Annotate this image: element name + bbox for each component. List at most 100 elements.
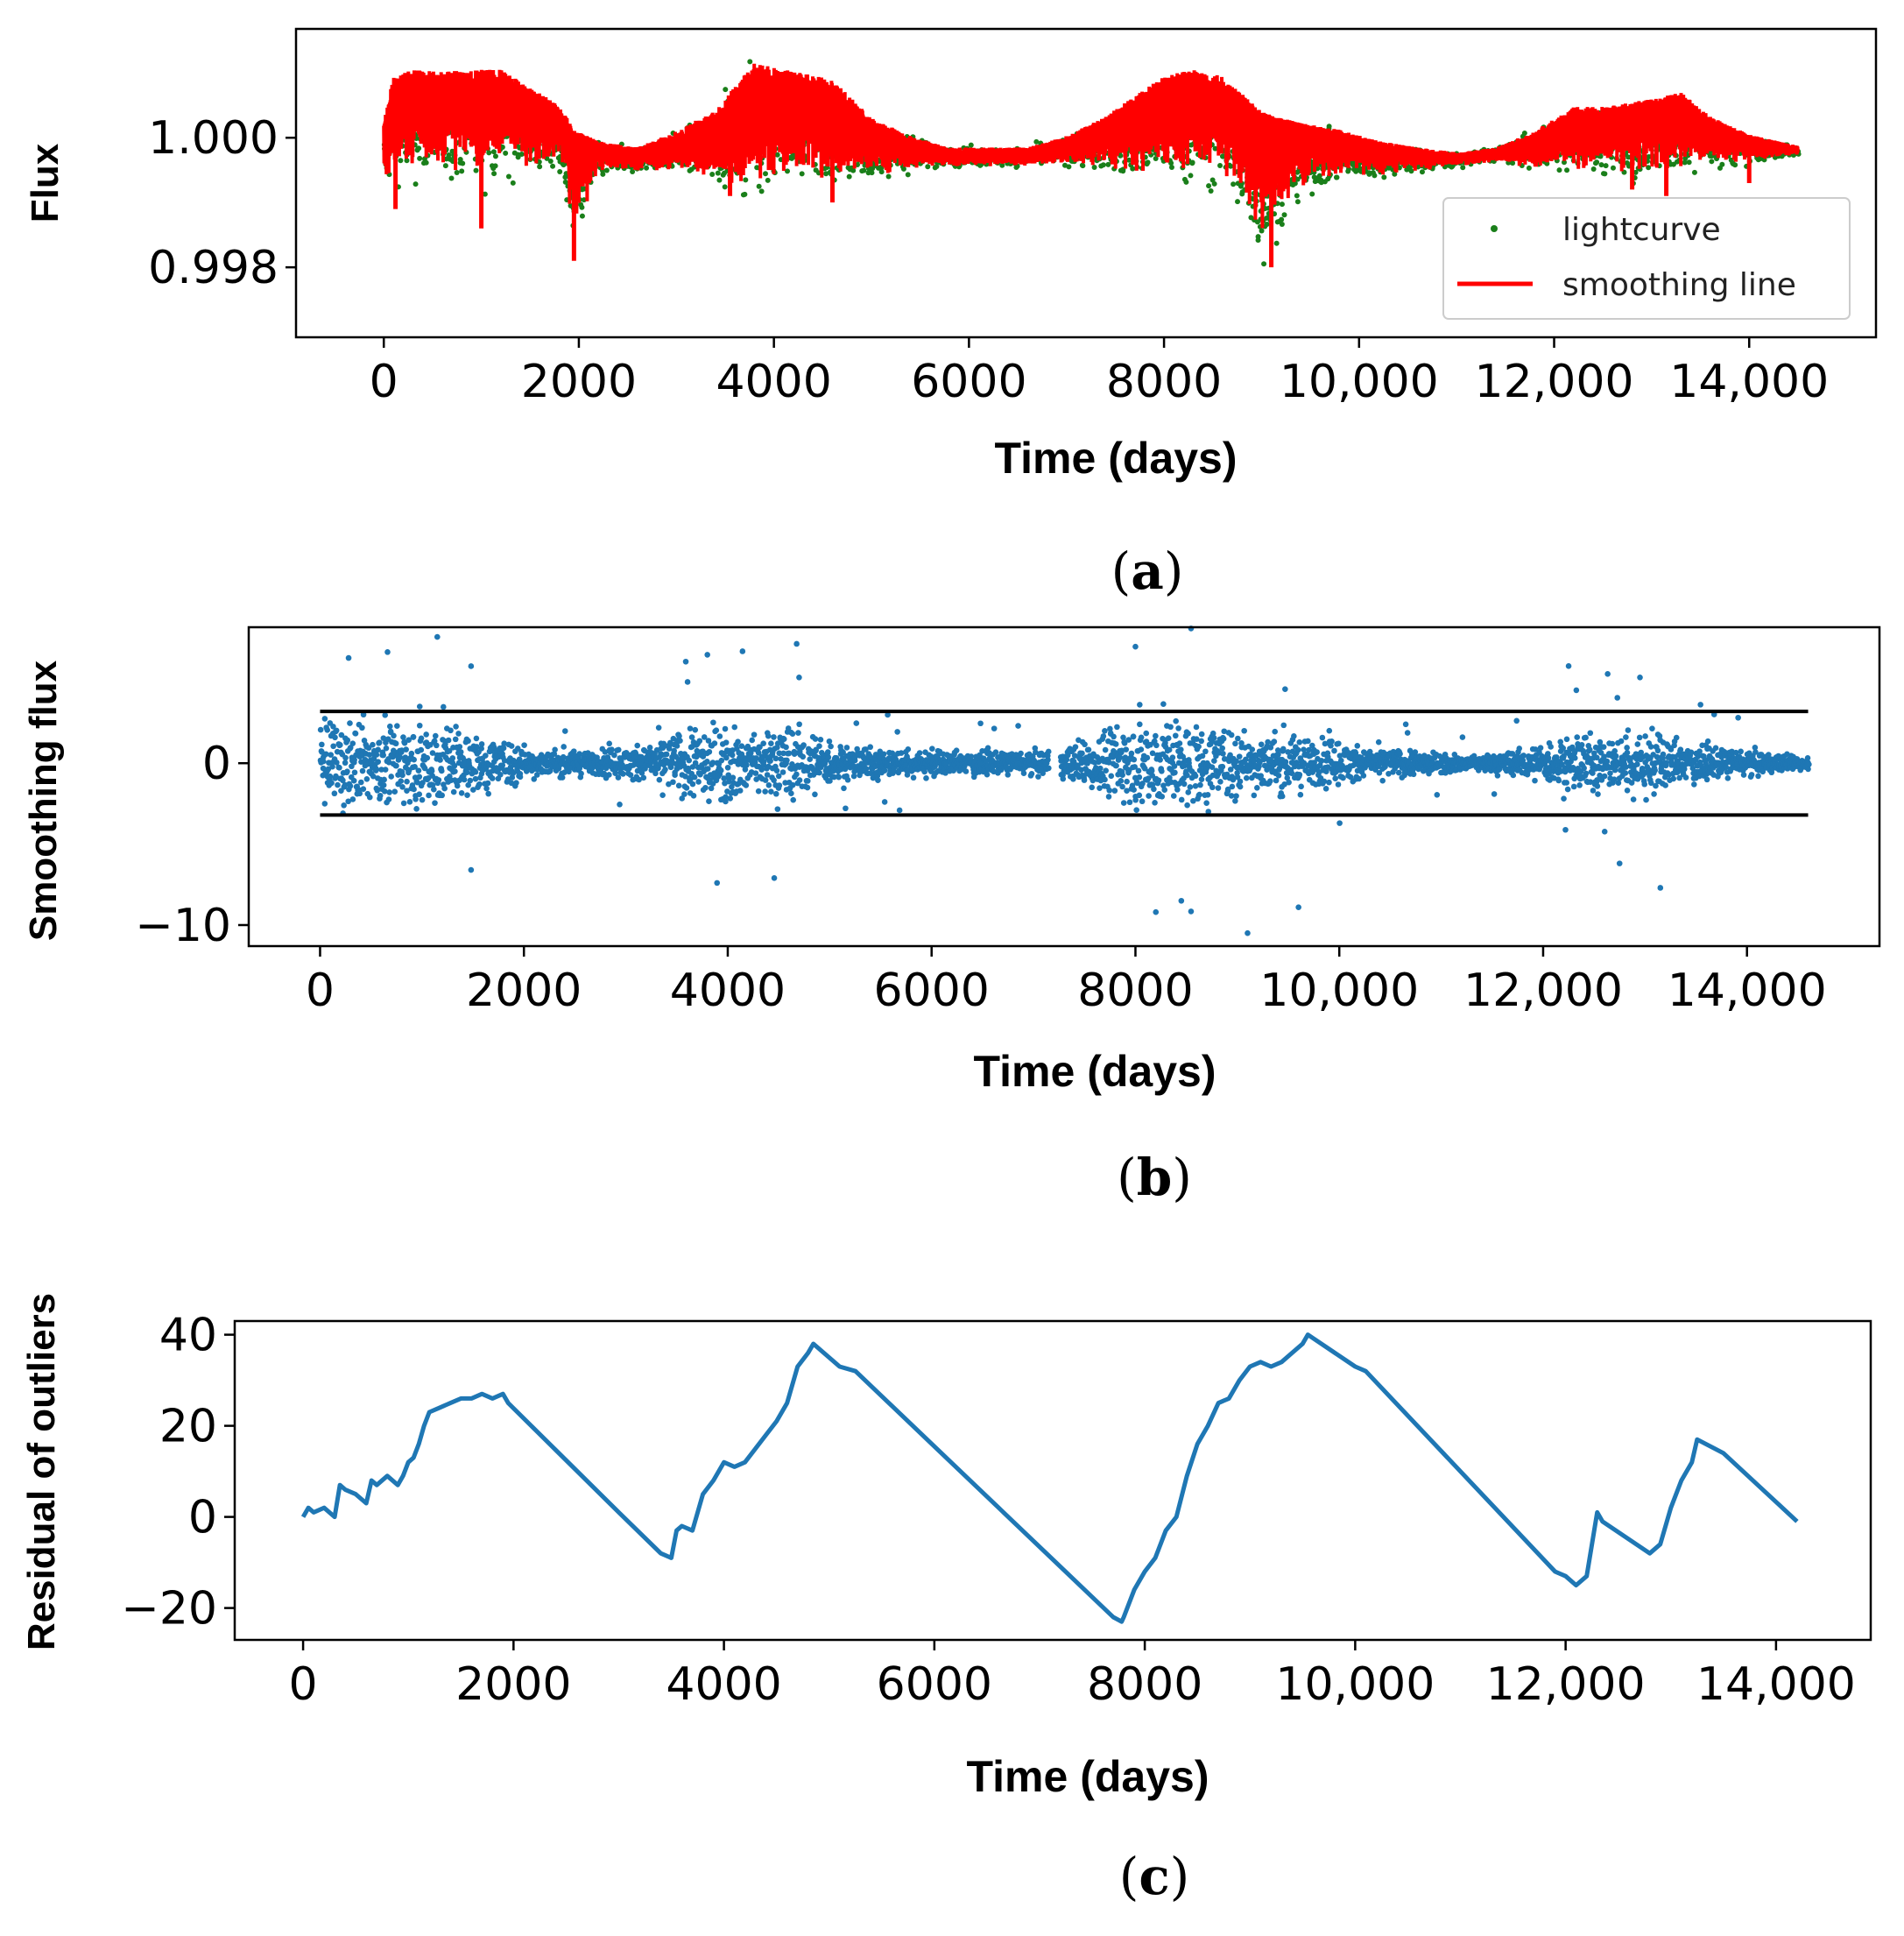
smoothing-flux-point	[796, 777, 803, 783]
smoothing-flux-point	[448, 727, 454, 734]
lightcurve-point	[1261, 261, 1267, 267]
x-tick-label: 0	[370, 356, 398, 408]
lightcurve-point	[550, 163, 556, 169]
lightcurve-point	[603, 167, 610, 173]
smoothing-flux-point	[722, 725, 729, 732]
smoothing-flux-point	[796, 721, 802, 728]
smoothing-flux-point	[816, 769, 822, 776]
smoothing-flux-point	[816, 743, 822, 750]
smoothing-flux-point	[400, 734, 406, 740]
lightcurve-point	[446, 152, 452, 158]
smoothing-flux-point	[706, 748, 713, 755]
smoothing-flux-point	[910, 774, 917, 781]
smoothing-flux-point	[773, 767, 780, 774]
smoothing-flux-point	[386, 723, 393, 730]
smoothing-flux-point	[381, 776, 387, 783]
smoothing-flux-point	[344, 768, 350, 775]
smoothing-flux-point	[825, 754, 832, 760]
lightcurve-point	[499, 145, 505, 151]
smoothing-flux-point	[356, 790, 363, 797]
smoothing-flux-point	[640, 774, 647, 781]
smoothing-flux-point	[410, 734, 417, 740]
smoothing-flux-point	[426, 792, 432, 799]
lightcurve-point	[1709, 159, 1715, 165]
smoothing-flux-point	[331, 790, 338, 797]
lightcurve-point	[1231, 181, 1237, 187]
smoothing-flux-point	[991, 725, 998, 731]
lightcurve-point	[644, 165, 650, 171]
smoothing-flux-point	[372, 767, 379, 774]
lightcurve-point	[1279, 201, 1285, 208]
x-tick-label: 2000	[521, 356, 637, 408]
lightcurve-point	[1188, 173, 1194, 179]
smoothing-flux-point	[606, 740, 613, 747]
smoothing-flux-point	[375, 759, 381, 765]
smoothing-flux-point	[373, 752, 380, 758]
smoothing-flux-point	[824, 749, 831, 755]
smoothing-flux-point	[780, 736, 787, 742]
lightcurve-point	[1080, 163, 1086, 169]
lightcurve-point	[518, 151, 525, 157]
panel-a-caption-letter: a	[1131, 541, 1164, 601]
lightcurve-point	[785, 168, 791, 174]
smoothing-flux-point	[561, 744, 567, 750]
smoothing-flux-point	[317, 726, 324, 733]
smoothing-flux-point	[424, 754, 431, 761]
x-tick-label: 10,000	[1280, 356, 1439, 408]
panel-a-caption: (a)	[1111, 541, 1184, 601]
smoothing-flux-point	[817, 737, 824, 743]
smoothing-flux-point	[807, 756, 814, 763]
lightcurve-point	[722, 184, 728, 190]
lightcurve-point	[1211, 180, 1217, 187]
lightcurve-point	[968, 142, 974, 148]
lightcurve-point	[1206, 183, 1212, 189]
smoothing-flux-point	[744, 761, 750, 768]
smoothing-flux-point	[349, 796, 356, 802]
smoothing-flux-point	[434, 742, 440, 749]
smoothing-flux-point	[765, 782, 772, 788]
smoothing-flux-point	[394, 723, 400, 730]
lightcurve-point	[1091, 165, 1097, 171]
lightcurve-point	[1168, 164, 1174, 170]
smoothing-flux-point	[702, 784, 709, 791]
lightcurve-point	[742, 191, 748, 197]
lightcurve-point	[1273, 240, 1280, 246]
smoothing-flux-point	[783, 744, 789, 751]
smoothing-flux-point	[695, 779, 702, 785]
lightcurve-point	[1460, 165, 1466, 171]
lightcurve-point	[774, 152, 780, 158]
smoothing-flux-point	[473, 735, 480, 742]
lightcurve-point	[1602, 171, 1608, 177]
lightcurve-point	[416, 145, 422, 152]
smoothing-flux-point	[880, 751, 887, 758]
smoothing-flux-point	[517, 770, 524, 777]
lightcurve-point	[1372, 173, 1378, 179]
smoothing-flux-point	[683, 785, 690, 791]
smoothing-flux-point	[450, 788, 457, 795]
smoothing-flux-point	[341, 802, 347, 809]
lightcurve-point	[457, 157, 463, 163]
lightcurve-point	[482, 191, 488, 197]
smoothing-flux-point	[484, 780, 491, 787]
smoothing-flux-point	[337, 742, 343, 748]
smoothing-flux-point	[896, 807, 903, 814]
smoothing-flux-point	[415, 767, 422, 774]
smoothing-flux-point	[691, 774, 698, 781]
lightcurve-point	[1120, 168, 1126, 174]
lightcurve-point	[486, 150, 492, 156]
smoothing-flux-point	[388, 774, 394, 780]
lightcurve-point	[492, 153, 498, 159]
smoothing-flux-point	[552, 746, 558, 753]
lightcurve-point	[1217, 162, 1223, 168]
smoothing-flux-point	[332, 734, 338, 741]
lightcurve-point	[491, 171, 497, 177]
lightcurve-point	[1264, 222, 1270, 228]
smoothing-flux-point	[416, 703, 423, 710]
smoothing-flux-point	[656, 776, 663, 783]
lightcurve-point	[1228, 163, 1234, 169]
smoothing-flux-point	[418, 735, 425, 742]
lightcurve-point	[417, 155, 423, 161]
smoothing-flux-point	[458, 789, 465, 796]
lightcurve-point	[581, 197, 587, 203]
lightcurve-point	[1732, 162, 1738, 168]
